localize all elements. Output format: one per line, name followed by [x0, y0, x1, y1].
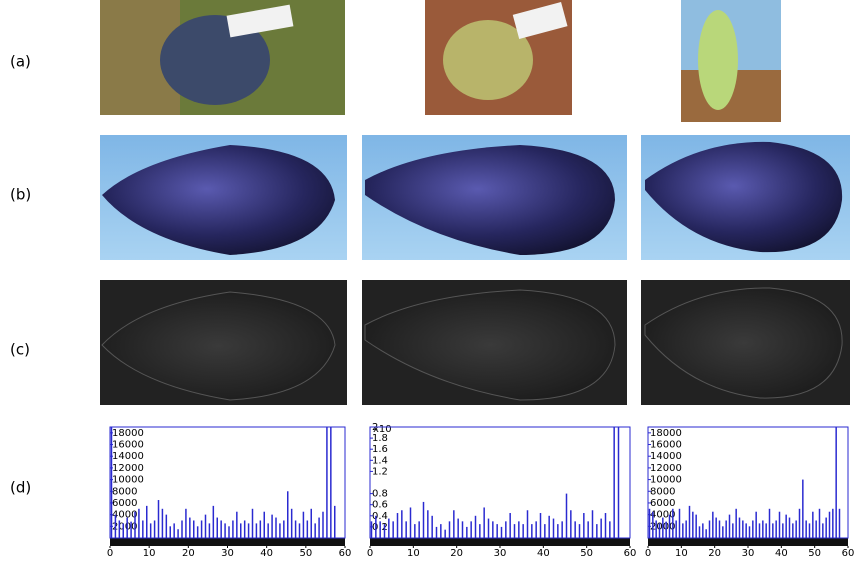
y-tick-label: 1.4 [372, 455, 388, 466]
axis-strip [648, 538, 848, 546]
x-tick-label: 20 [182, 548, 195, 559]
y-tick-label: 8000 [650, 486, 675, 497]
row-label: (c) [10, 341, 30, 359]
y-tick-label: 18000 [650, 428, 682, 439]
x-tick-label: 30 [221, 548, 234, 559]
y-tick-label: 16000 [650, 440, 682, 451]
y-tick-label: 16000 [112, 440, 144, 451]
x-tick-label: 20 [708, 548, 721, 559]
row-label: (a) [10, 53, 31, 71]
y-tick-label: 0.6 [372, 500, 388, 511]
axis-strip [370, 538, 630, 546]
x-tick-label: 0 [645, 548, 651, 559]
y-tick-label: 1.6 [372, 444, 388, 455]
y-tick-label: 8000 [112, 486, 137, 497]
y-tick-label: 18000 [112, 428, 144, 439]
x-tick-label: 30 [742, 548, 755, 559]
y-tick-label: 6000 [650, 498, 675, 509]
x-tick-label: 60 [624, 548, 637, 559]
plot-frame [110, 427, 345, 538]
x-tick-label: 40 [260, 548, 273, 559]
row-label: (b) [10, 186, 31, 204]
y-tick-label: 0.4 [372, 511, 388, 522]
y-tick-label: 1.2 [372, 466, 388, 477]
photo-grapes [100, 0, 345, 115]
x-tick-label: 10 [675, 548, 688, 559]
x-tick-label: 10 [407, 548, 420, 559]
y-tick-label: 10000 [112, 475, 144, 486]
x-tick-label: 0 [107, 548, 113, 559]
x-tick-label: 20 [450, 548, 463, 559]
axis-strip [110, 538, 345, 546]
texture-image [362, 280, 627, 405]
x-tick-label: 40 [537, 548, 550, 559]
photo-grapes [425, 0, 572, 115]
figure: (a) (b) (c) (d) 20 0 0 [0, 0, 857, 564]
plot-frame [370, 427, 630, 538]
texture-image [100, 280, 347, 405]
x-tick-label: 10 [143, 548, 156, 559]
photo-seed [100, 135, 347, 260]
photo-grapes [681, 0, 781, 122]
y-tick-label: 0.8 [372, 489, 388, 500]
texture-image [641, 280, 850, 405]
y-tick-label: 6000 [112, 498, 137, 509]
x-tick-label: 50 [580, 548, 593, 559]
y-tick-label: 12000 [112, 463, 144, 474]
row-label: (d) [10, 479, 31, 497]
x-tick-label: 0 [367, 548, 373, 559]
y-tick-label: 10000 [650, 475, 682, 486]
x-tick-label: 60 [339, 548, 352, 559]
y-tick-label: 14000 [650, 451, 682, 462]
x-tick-label: 30 [494, 548, 507, 559]
x-tick-label: 50 [808, 548, 821, 559]
x-tick-label: 40 [775, 548, 788, 559]
y-tick-label: 12000 [650, 463, 682, 474]
photo-seed [362, 135, 627, 260]
axis-multiplier: x10 [373, 424, 392, 435]
y-tick-label: 14000 [112, 451, 144, 462]
x-tick-label: 60 [842, 548, 855, 559]
x-tick-label: 50 [299, 548, 312, 559]
photo-seed [641, 135, 850, 260]
